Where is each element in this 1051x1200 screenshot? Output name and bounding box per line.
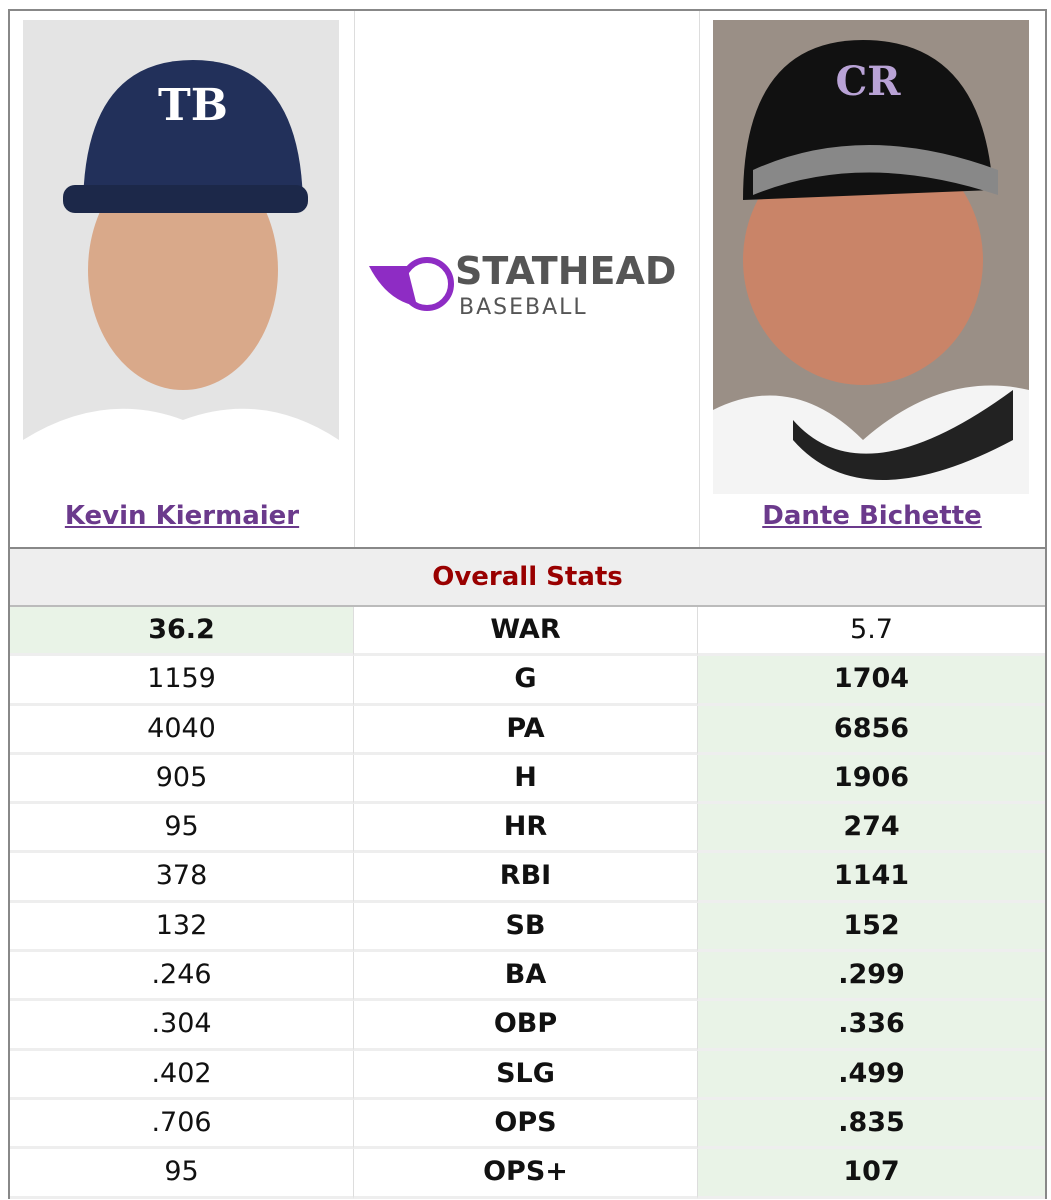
left-value: 36.2 bbox=[10, 607, 354, 657]
right-value: 152 bbox=[698, 902, 1045, 953]
stat-row: 378 RBI 1141 bbox=[10, 853, 1045, 903]
left-value: .402 bbox=[10, 1050, 354, 1100]
stat-row: 132 SB 152 bbox=[10, 902, 1045, 953]
right-value: 6856 bbox=[698, 705, 1045, 755]
logo-cell: STATHEAD BASEBALL bbox=[355, 11, 700, 547]
right-value: .499 bbox=[698, 1050, 1045, 1100]
left-value: 378 bbox=[10, 853, 354, 903]
right-value: .299 bbox=[698, 952, 1045, 1002]
stat-label: SLG bbox=[354, 1050, 698, 1100]
stat-label: WAR bbox=[354, 607, 698, 657]
stat-row: 95 OPS+ 107 bbox=[10, 1149, 1045, 1199]
left-value: 4040 bbox=[10, 705, 354, 755]
stat-label: SB bbox=[354, 902, 698, 953]
stat-label: OPS+ bbox=[354, 1149, 698, 1199]
stat-label: H bbox=[354, 754, 698, 805]
right-value: .336 bbox=[698, 1001, 1045, 1051]
right-value: 1141 bbox=[698, 853, 1045, 903]
stat-row: .304 OBP .336 bbox=[10, 1001, 1045, 1051]
svg-text:TB: TB bbox=[158, 80, 228, 131]
stat-label: OPS bbox=[354, 1099, 698, 1150]
section-title: Overall Stats bbox=[10, 549, 1045, 607]
stat-row: 95 HR 274 bbox=[10, 804, 1045, 854]
stat-row: 1159 G 1704 bbox=[10, 656, 1045, 706]
stats-rows: 36.2 WAR 5.7 1159 G 1704 4040 PA 6856 905 H 1906 95 H… bbox=[10, 607, 1045, 1199]
logo-sport: BASEBALL bbox=[459, 295, 588, 320]
right-value: .835 bbox=[698, 1099, 1045, 1150]
svg-text:CR: CR bbox=[835, 58, 901, 105]
right-value: 274 bbox=[698, 804, 1045, 854]
player-photo: CR bbox=[713, 20, 1029, 494]
stat-row: 36.2 WAR 5.7 bbox=[10, 607, 1045, 657]
left-value: 95 bbox=[10, 1149, 354, 1199]
right-value: 107 bbox=[698, 1149, 1045, 1199]
right-value: 1704 bbox=[698, 656, 1045, 706]
stat-row: .402 SLG .499 bbox=[10, 1050, 1045, 1100]
logo: STATHEAD BASEBALL bbox=[369, 249, 676, 320]
comparison-table: TB Kevin Kiermaier STATHEAD BASEBALL CR bbox=[8, 9, 1047, 1199]
stat-label: G bbox=[354, 656, 698, 706]
left-value: .246 bbox=[10, 952, 354, 1002]
stat-label: HR bbox=[354, 804, 698, 854]
player-cell: CR Dante Bichette bbox=[700, 11, 1044, 547]
stat-label: PA bbox=[354, 705, 698, 755]
left-value: .706 bbox=[10, 1099, 354, 1150]
left-value: 95 bbox=[10, 804, 354, 854]
logo-brand: STATHEAD bbox=[455, 249, 676, 293]
header-row: TB Kevin Kiermaier STATHEAD BASEBALL CR bbox=[10, 11, 1045, 549]
stat-label: BA bbox=[354, 952, 698, 1002]
right-value: 5.7 bbox=[698, 607, 1045, 657]
left-value: 132 bbox=[10, 902, 354, 953]
player-cell: TB Kevin Kiermaier bbox=[10, 11, 355, 547]
player-photo: TB bbox=[23, 20, 339, 494]
stat-row: .706 OPS .835 bbox=[10, 1099, 1045, 1150]
stat-row: 4040 PA 6856 bbox=[10, 705, 1045, 755]
right-value: 1906 bbox=[698, 754, 1045, 805]
left-value: 905 bbox=[10, 754, 354, 805]
stat-row: 905 H 1906 bbox=[10, 754, 1045, 805]
stat-row: .246 BA .299 bbox=[10, 952, 1045, 1002]
left-value: 1159 bbox=[10, 656, 354, 706]
stat-label: RBI bbox=[354, 853, 698, 903]
stat-label: OBP bbox=[354, 1001, 698, 1051]
left-value: .304 bbox=[10, 1001, 354, 1051]
player-name[interactable]: Kevin Kiermaier bbox=[64, 501, 300, 531]
player-name[interactable]: Dante Bichette bbox=[762, 501, 982, 531]
